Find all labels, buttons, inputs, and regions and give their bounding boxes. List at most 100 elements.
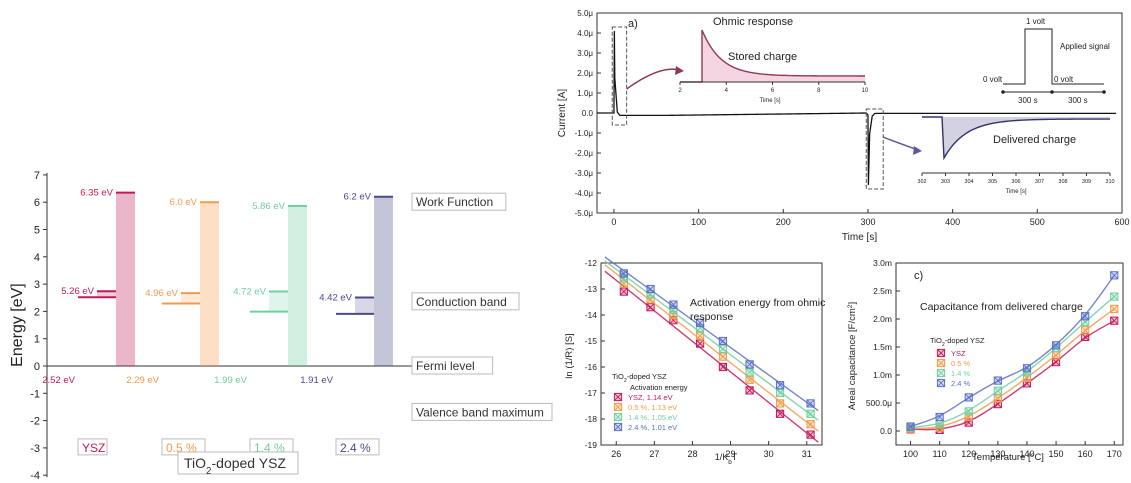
- y-tick-label: 3: [34, 279, 40, 291]
- inset1-tick-label: 8: [817, 88, 821, 94]
- data-point-cross: [1052, 358, 1060, 367]
- inset2-tick-label: 309: [1082, 179, 1091, 185]
- legend-entry: 1.4 %, 1.05 eV: [628, 413, 677, 422]
- y-axis-label: Areal capacitance [F/cm2]: [847, 302, 859, 410]
- valence-value-label: 2.52 eV: [42, 375, 75, 386]
- zoom-box-1: [611, 26, 628, 126]
- zoom-box-2: [865, 108, 884, 190]
- current-transient-chart: 5.0μ 4.0μ 3.0μ 2.0μ 1.0μ 0.0 -1.0μ -2.0μ -3.0μ -4…: [557, 9, 1130, 243]
- work-value-label: 6.0 eV: [170, 197, 198, 208]
- inset2-tick-label: 303: [941, 179, 950, 185]
- y-tick-label: -1.0μ: [575, 129, 594, 138]
- fit-line-2: [604, 260, 819, 421]
- panel-label: b): [619, 270, 629, 282]
- data-point-cross: [906, 422, 915, 431]
- fit-line-1: [910, 308, 1115, 430]
- delivered-charge-label: Delivered charge: [993, 134, 1076, 146]
- y-tick-label: 0.0: [582, 109, 594, 118]
- y-tick-label: -1: [30, 388, 40, 400]
- fit-line-2: [910, 296, 1115, 429]
- data-point-cross: [806, 409, 815, 418]
- legend-marker-cross: [614, 413, 622, 421]
- x-tick-label: 130: [990, 449, 1005, 459]
- group-label: 2.4 %: [340, 441, 371, 455]
- x-tick-label: 170: [1107, 449, 1122, 459]
- data-point-cross: [935, 420, 944, 429]
- conduction-value-label: 5.26 eV: [61, 286, 94, 297]
- inset1-x-label: Time [s]: [759, 98, 780, 104]
- y-tick-label: 2.5m: [873, 286, 892, 296]
- arrow-1: [626, 68, 681, 90]
- data-point-cross: [696, 318, 704, 327]
- data-point-cross: [1081, 333, 1090, 341]
- conduction-value-label: 4.42 eV: [319, 292, 352, 303]
- level-label-valence: Valence band maximum: [416, 405, 544, 419]
- data-point-cross: [1110, 316, 1119, 325]
- y-tick-label: -4.0μ: [575, 189, 594, 198]
- y-tick-label: -16: [585, 362, 598, 372]
- legend-title: TiO2-doped YSZ: [612, 372, 667, 384]
- x-tick-label: 0: [611, 217, 616, 227]
- x-tick-label: 600: [1114, 217, 1129, 227]
- y-tick-label: -14: [585, 310, 598, 320]
- inset2-tick-label: 304: [964, 179, 973, 185]
- level-label-box: [411, 356, 494, 375]
- inset2-tick-label: 308: [1058, 179, 1067, 185]
- signal-dot: [1102, 90, 1106, 94]
- group-0: 2.52 eV 5.26 eV 6.35 eV YSZ: [42, 188, 135, 456]
- y-tick-label: 2: [34, 306, 40, 318]
- data-point-cross: [719, 337, 727, 345]
- group-label: 1.4 %: [254, 441, 285, 455]
- data-point-cross: [1110, 305, 1119, 313]
- legend-marker-cross: [614, 403, 622, 411]
- data-point-cross: [619, 287, 628, 296]
- data-point-cross: [719, 363, 727, 371]
- legend-entry: YSZ: [951, 349, 966, 358]
- legend-title: TiO2-doped YSZ: [930, 336, 985, 348]
- fit-line-1: [604, 264, 819, 432]
- x-axis-label: Temperature [°C]: [972, 452, 1044, 463]
- legend-marker-cross: [937, 359, 945, 367]
- data-point-cross: [1081, 326, 1090, 335]
- y-tick-label: 1: [34, 334, 40, 346]
- activation-energy-chart: 26 27 28 29 30 31 -12 -13 -14 -15 -16 -17 -18 -19 b) Ac…: [564, 256, 825, 466]
- legend-marker-cross: [937, 369, 945, 377]
- inset1-trace: [680, 29, 866, 83]
- legend-entry: 2.4 %: [951, 379, 971, 388]
- x-tick-label: 28: [687, 449, 697, 459]
- legend-entry: YSZ, 1.14 eV: [628, 393, 673, 402]
- data-point-cross: [993, 376, 1002, 385]
- panel-label: a): [628, 18, 638, 30]
- y-tick-label: -17: [585, 388, 598, 398]
- work-value-label: 5.86 eV: [252, 201, 285, 212]
- work-function-bar: [288, 206, 307, 366]
- legend-marker-cross: [937, 349, 945, 357]
- data-point-cross: [776, 381, 785, 390]
- legend-subtitle: Activation energy: [630, 383, 688, 392]
- y-tick-label: 7: [34, 170, 40, 182]
- valence-value-label: 1.99 eV: [214, 375, 247, 386]
- group-label-box: [77, 438, 108, 456]
- y-tick-label: -5.0μ: [575, 209, 594, 218]
- level-label-fermi: Fermi level: [416, 359, 475, 373]
- y-tick-label: -3: [30, 443, 40, 455]
- y-tick-label: 2.0m: [873, 314, 892, 324]
- plot-frame: [600, 262, 823, 446]
- bandgap-bar: [97, 291, 116, 298]
- bandgap-bar: [269, 291, 288, 312]
- chart-title-line1: Activation energy from ohmic: [690, 297, 825, 309]
- data-point-cross: [806, 420, 815, 429]
- valence-value-label: 2.29 eV: [126, 375, 159, 386]
- level-label-box: [411, 192, 507, 211]
- work-function-bar: [116, 192, 135, 366]
- x-tick-label: 31: [802, 449, 812, 459]
- data-point-cross: [1023, 364, 1031, 373]
- fit-line-3: [604, 256, 819, 412]
- data-point-cross: [1081, 312, 1090, 321]
- inset2-x-label: Time [s]: [1005, 189, 1026, 195]
- x-axis-label: 1/KbT: [715, 452, 738, 466]
- inset1-tick-label: 10: [862, 88, 869, 94]
- work-function-bar: [200, 202, 219, 366]
- work-value-label: 6.2 eV: [344, 192, 372, 203]
